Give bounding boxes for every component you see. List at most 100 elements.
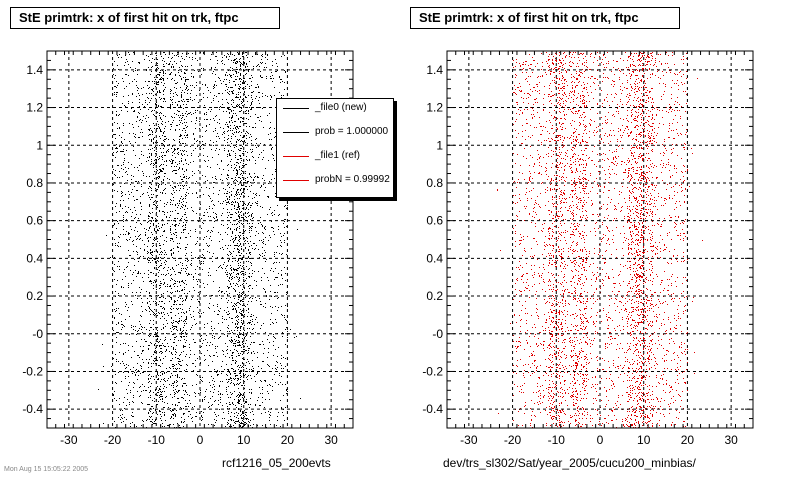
data-point: [178, 247, 179, 248]
data-point: [281, 358, 282, 359]
data-point: [229, 117, 230, 118]
data-point: [155, 281, 156, 282]
data-point: [232, 276, 233, 277]
data-point: [193, 316, 194, 317]
data-point: [155, 327, 156, 328]
data-point: [265, 229, 266, 230]
data-point: [133, 382, 134, 383]
data-point: [242, 52, 243, 53]
data-point: [219, 93, 220, 94]
data-point: [149, 292, 150, 293]
data-point: [229, 155, 230, 156]
data-point: [159, 397, 160, 398]
data-point: [198, 170, 199, 171]
data-point: [152, 218, 153, 219]
data-point: [137, 70, 138, 71]
data-point: [185, 321, 186, 322]
data-point: [229, 153, 230, 154]
data-point: [148, 215, 149, 216]
data-point: [137, 183, 138, 184]
data-point: [190, 97, 191, 98]
data-point: [139, 257, 140, 258]
data-point: [239, 345, 240, 346]
data-point: [240, 141, 241, 142]
data-point: [134, 351, 135, 352]
data-point: [186, 323, 187, 324]
data-point: [238, 163, 239, 164]
data-point: [231, 420, 232, 421]
data-point: [162, 391, 163, 392]
data-point: [270, 306, 271, 307]
data-point: [227, 314, 228, 315]
data-point: [186, 330, 187, 331]
data-point: [241, 406, 242, 407]
data-point: [222, 134, 223, 135]
data-point: [253, 328, 254, 329]
data-point: [261, 381, 262, 382]
data-point: [162, 316, 163, 317]
data-point: [174, 225, 175, 226]
data-point: [164, 240, 165, 241]
data-point: [239, 395, 240, 396]
data-point: [284, 70, 285, 71]
data-point: [237, 207, 238, 208]
data-point: [241, 418, 242, 419]
data-point: [175, 357, 176, 358]
data-point: [154, 228, 155, 229]
data-point: [276, 63, 277, 64]
data-point: [164, 66, 165, 67]
data-point: [241, 63, 242, 64]
data-point: [156, 404, 157, 405]
data-point: [161, 119, 162, 120]
data-point: [246, 64, 247, 65]
data-point: [229, 109, 230, 110]
data-point: [156, 360, 157, 361]
data-point: [160, 411, 161, 412]
data-point: [146, 229, 147, 230]
data-point: [125, 343, 126, 344]
data-point: [203, 249, 204, 250]
data-point: [155, 261, 156, 262]
data-point: [219, 168, 220, 169]
data-point: [239, 206, 240, 207]
data-point: [264, 67, 265, 68]
data-point: [184, 59, 185, 60]
data-point: [184, 339, 185, 340]
data-point: [131, 283, 132, 284]
data-point: [158, 226, 159, 227]
data-point: [113, 330, 114, 331]
data-point: [254, 173, 255, 174]
data-point: [118, 323, 119, 324]
data-point: [116, 81, 117, 82]
data-point: [149, 139, 150, 140]
data-point: [129, 194, 130, 195]
data-point: [240, 66, 241, 67]
data-point: [250, 236, 251, 237]
data-point: [124, 160, 125, 161]
data-point: [149, 206, 150, 207]
data-point: [178, 258, 179, 259]
data-point: [235, 405, 236, 406]
data-point: [237, 324, 238, 325]
data-point: [273, 345, 274, 346]
data-point: [230, 67, 231, 68]
data-point: [244, 416, 245, 417]
data-point: [155, 360, 156, 361]
data-point: [181, 96, 182, 97]
data-point: [239, 89, 240, 90]
data-point: [148, 257, 149, 258]
data-point: [242, 165, 243, 166]
data-point: [132, 401, 133, 402]
data-point: [232, 332, 233, 333]
data-point: [162, 193, 163, 194]
data-point: [239, 208, 240, 209]
data-point: [241, 217, 242, 218]
data-point: [232, 261, 233, 262]
data-point: [142, 420, 143, 421]
data-point: [116, 212, 117, 213]
data-point: [221, 174, 222, 175]
data-point: [172, 78, 173, 79]
data-point: [219, 311, 220, 312]
data-point: [262, 96, 263, 97]
data-point: [250, 78, 251, 79]
